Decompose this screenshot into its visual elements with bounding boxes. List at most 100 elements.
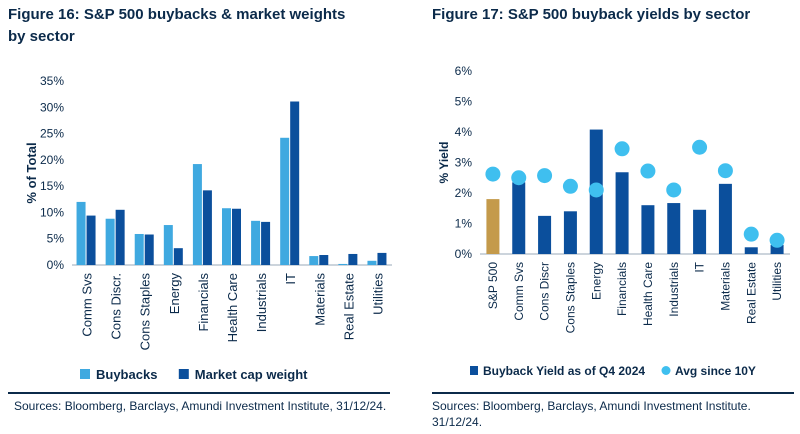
y-tick-label: 2% — [455, 186, 473, 200]
y-tick-label: 15% — [40, 179, 64, 193]
bar-buyback-yield-comm-svs — [512, 182, 526, 254]
y-tick-label: 6% — [455, 64, 473, 78]
y-tick-label: 0% — [47, 258, 65, 272]
bar-market-cap-weight-cons-staples — [144, 234, 154, 265]
bar-buyback-yield-health-care — [641, 205, 655, 254]
figure-16-title-line1: Figure 16: S&P 500 buybacks & market wei… — [8, 6, 346, 23]
legend-label-buybacks: Buybacks — [96, 367, 157, 382]
x-tick-label: Industrials — [254, 273, 269, 333]
x-tick-label: Cons Staples — [563, 262, 577, 333]
figure-16-sources: Sources: Bloomberg, Barclays, Amundi Inv… — [14, 399, 387, 413]
dot-avg-since-10y-financials — [614, 141, 630, 157]
bar-market-cap-weight-it — [290, 101, 300, 265]
dot-avg-since-10y-utilities — [769, 232, 785, 248]
dot-avg-since-10y-cons-discr — [537, 168, 553, 184]
bar-buybacks-health-care — [222, 208, 231, 265]
x-tick-label: Cons Staples — [138, 273, 153, 351]
bar-buyback-yield-s-p-500 — [486, 199, 500, 254]
x-tick-label: Cons Discr — [538, 262, 552, 321]
y-tick-label: 30% — [40, 100, 64, 114]
y-axis-title: % Yield — [437, 141, 451, 183]
figure-17-title: Figure 17: S&P 500 buyback yields by sec… — [432, 4, 792, 26]
figure-17-chart: 0% 1% 2% 3% 4% 5% 6% % Yield S&P 500 Comm Svs Cons… — [437, 64, 790, 378]
x-tick-label: Financials — [196, 273, 211, 332]
figure-16-divider — [8, 392, 390, 394]
bar-buyback-yield-materials — [718, 183, 732, 254]
bar-market-cap-weight-industrials — [261, 221, 271, 265]
x-tick-label: Real Estate — [341, 273, 356, 340]
bar-market-cap-weight-energy — [173, 248, 183, 265]
bar-buyback-yield-cons-discr — [538, 215, 552, 254]
bar-market-cap-weight-health-care — [232, 208, 241, 265]
bar-market-cap-weight-cons-discr — [115, 209, 125, 265]
bar-buybacks-utilities — [367, 260, 377, 265]
figure-16-title-line2: by sector — [8, 28, 75, 45]
y-tick-label: 1% — [455, 217, 473, 231]
legend-swatch-market-cap-weight — [178, 369, 189, 379]
bar-buybacks-energy — [163, 225, 173, 265]
x-tick-label: Utilities — [770, 262, 784, 301]
dot-avg-since-10y-it — [692, 139, 708, 155]
x-tick-label: Energy — [167, 273, 182, 315]
x-tick-label: Materials — [718, 262, 732, 311]
figure-16-title: Figure 16: S&P 500 buybacks & market wei… — [8, 4, 388, 48]
bar-market-cap-weight-financials — [202, 190, 212, 265]
x-tick-label: Materials — [312, 273, 327, 326]
bar-buybacks-comm-svs — [76, 201, 86, 265]
y-tick-label: 5% — [47, 232, 65, 246]
bar-market-cap-weight-comm-svs — [86, 215, 96, 265]
x-tick-label: IT — [283, 273, 298, 285]
dot-avg-since-10y-energy — [588, 182, 604, 198]
y-tick-label: 25% — [40, 127, 64, 141]
dot-avg-since-10y-s-p-500 — [485, 166, 501, 182]
bar-buybacks-financials — [192, 164, 202, 265]
dot-avg-since-10y-cons-staples — [562, 178, 578, 194]
bar-buyback-yield-industrials — [667, 203, 681, 254]
bar-buyback-yield-cons-staples — [563, 211, 577, 254]
dot-avg-since-10y-industrials — [666, 182, 682, 198]
y-tick-label: 20% — [40, 153, 64, 167]
bar-buybacks-real-estate — [338, 263, 348, 265]
figure-17-sources: Sources: Bloomberg, Barclays, Amundi Inv… — [432, 399, 751, 429]
dot-avg-since-10y-comm-svs — [511, 170, 527, 186]
legend-label-market-cap-weight: Market cap weight — [195, 367, 308, 382]
bar-buybacks-cons-discr — [105, 218, 115, 265]
figure-16-panel: Figure 16: S&P 500 buybacks & market wei… — [8, 4, 392, 413]
x-tick-label: Financials — [615, 262, 629, 316]
bar-buybacks-it — [280, 137, 290, 265]
figure-17-divider — [432, 392, 794, 394]
x-tick-label: Health Care — [225, 273, 240, 342]
bar-buyback-yield-real-estate — [744, 247, 758, 254]
dot-avg-since-10y-health-care — [640, 163, 656, 179]
y-tick-label: 10% — [40, 205, 64, 219]
figure-17-title-line1: Figure 17: S&P 500 buyback yields by sec… — [432, 6, 751, 23]
bar-buyback-yield-financials — [615, 172, 629, 254]
x-tick-label: Health Care — [641, 262, 655, 326]
y-tick-label: 0% — [455, 247, 473, 261]
bar-buyback-yield-utilities — [770, 244, 784, 254]
x-tick-label: Real Estate — [744, 262, 758, 324]
x-tick-label: Comm Svs — [80, 273, 95, 337]
bar-market-cap-weight-real-estate — [348, 253, 358, 265]
legend-swatch-avg-since-10y — [661, 366, 671, 375]
bar-market-cap-weight-materials — [319, 255, 329, 265]
y-tick-label: 3% — [455, 156, 473, 170]
legend-swatch-buyback-yield — [470, 366, 478, 375]
y-axis-title: % of Total — [24, 142, 39, 203]
legend-label-avg-since-10y: Avg since 10Y — [675, 364, 756, 378]
x-tick-label: Comm Svs — [512, 262, 526, 321]
x-tick-label: Energy — [589, 262, 603, 300]
y-tick-label: 4% — [455, 125, 473, 139]
dot-avg-since-10y-materials — [717, 163, 733, 179]
y-tick-label: 35% — [40, 74, 64, 88]
x-tick-label: Utilities — [370, 273, 385, 315]
bar-buybacks-materials — [309, 256, 319, 265]
figure-16-chart: 0% 5% 10% 15% 20% 25% 30% 35% % of Total Comm Svs… — [24, 74, 392, 382]
bar-buybacks-industrials — [251, 220, 261, 265]
dot-avg-since-10y-real-estate — [743, 226, 759, 242]
bar-buybacks-cons-staples — [134, 233, 144, 265]
x-tick-label: IT — [693, 261, 707, 272]
y-tick-label: 5% — [455, 95, 473, 109]
x-tick-label: Industrials — [667, 262, 681, 317]
legend-swatch-buybacks — [80, 369, 90, 379]
